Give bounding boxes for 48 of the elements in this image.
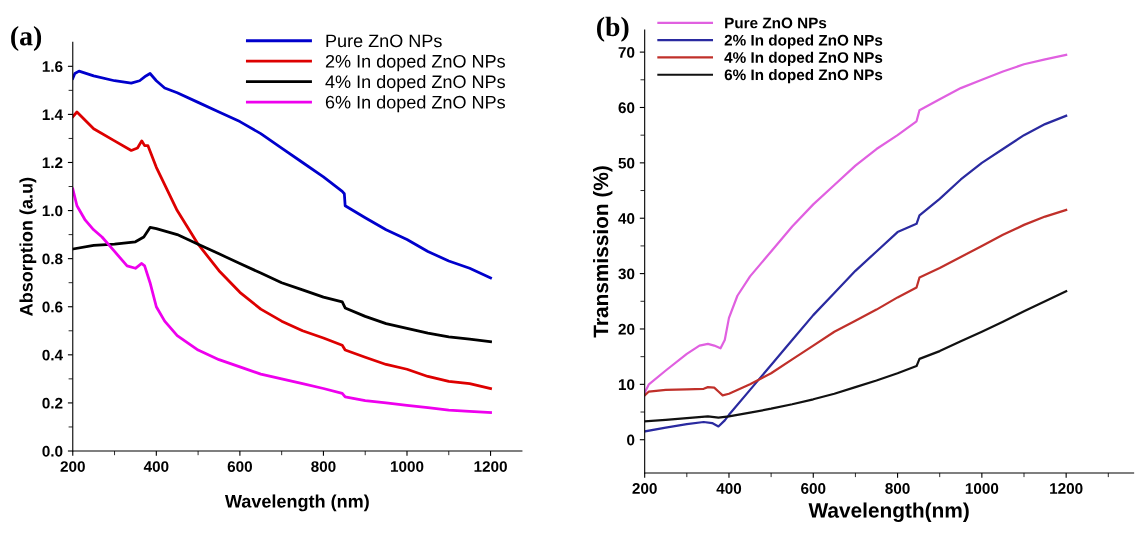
legend-label: Pure ZnO NPs: [725, 17, 827, 29]
chart-title: (b): [597, 16, 629, 42]
y-tick-label: 50: [618, 157, 635, 169]
line-series: [644, 53, 1068, 394]
legend-label: 4% In doped ZnO NPs: [325, 74, 505, 92]
y-tick-label: 0.8: [42, 253, 63, 265]
x-tick-label: 800: [885, 483, 910, 494]
x-axis-title: Wavelength(nm): [808, 502, 969, 522]
legend-label: 2% In doped ZnO NPs: [325, 54, 505, 72]
x-tick-label: 400: [716, 483, 742, 494]
y-tick-label: 70: [618, 46, 635, 58]
y-tick-label: 0.0: [42, 445, 63, 457]
y-tick-label: 30: [618, 268, 635, 280]
y-tick-label: 10: [618, 379, 635, 391]
legend-label: 6% In doped ZnO NPs: [724, 69, 883, 84]
y-tick-label: 0.4: [42, 349, 63, 361]
x-axis-title: Wavelength (nm): [224, 494, 369, 512]
y-tick-label: 60: [618, 102, 635, 114]
line-series: [72, 187, 492, 414]
legend-label: 2% In doped ZnO NPs: [724, 34, 883, 49]
y-tick-label: 0: [627, 434, 635, 446]
y-tick-label: 1.2: [42, 157, 63, 169]
x-tick-label: 1200: [1050, 483, 1083, 494]
legend-label: Pure ZnO NPs: [326, 34, 442, 48]
x-tick-label: 400: [143, 461, 169, 472]
line-series: [644, 114, 1068, 433]
x-tick-label: 1000: [965, 483, 999, 494]
line-series: [644, 290, 1068, 423]
legend-label: 4% In doped ZnO NPs: [724, 51, 883, 66]
x-tick-label: 200: [60, 461, 85, 472]
y-tick-label: 0.2: [42, 397, 63, 409]
chart-title: (a): [11, 25, 42, 52]
y-tick-label: 1.0: [42, 205, 63, 217]
y-axis-title: Absorption (a.u): [19, 177, 37, 316]
y-tick-label: 0.6: [42, 301, 63, 313]
y-tick-label: 1.4: [42, 109, 63, 120]
x-tick-label: 800: [311, 461, 336, 472]
line-series: [644, 208, 1068, 397]
x-tick-label: 600: [801, 483, 826, 494]
y-axis-title: Transmission (%): [592, 166, 613, 338]
x-tick-label: 1000: [390, 461, 424, 472]
legend-label: 6% In doped ZnO NPs: [325, 95, 505, 113]
y-tick-label: 40: [618, 213, 635, 224]
x-tick-label: 1200: [474, 461, 507, 472]
y-tick-label: 20: [618, 323, 635, 335]
y-tick-label: 1.6: [42, 61, 63, 72]
x-tick-label: 600: [227, 461, 252, 472]
x-tick-label: 200: [632, 483, 657, 494]
